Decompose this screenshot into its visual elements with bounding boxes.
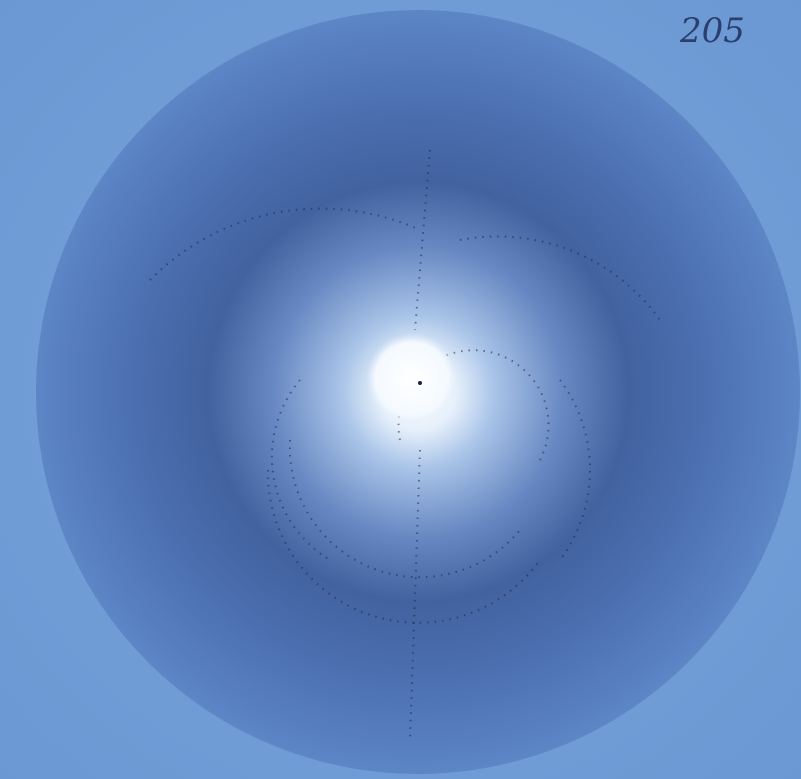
central-beam-spot	[366, 333, 458, 425]
handwritten-annotation: 205	[679, 11, 745, 51]
center-dot	[418, 381, 422, 385]
diffraction-photo: 205	[0, 0, 801, 779]
page: {"annotation": "205"}	[0, 0, 801, 779]
